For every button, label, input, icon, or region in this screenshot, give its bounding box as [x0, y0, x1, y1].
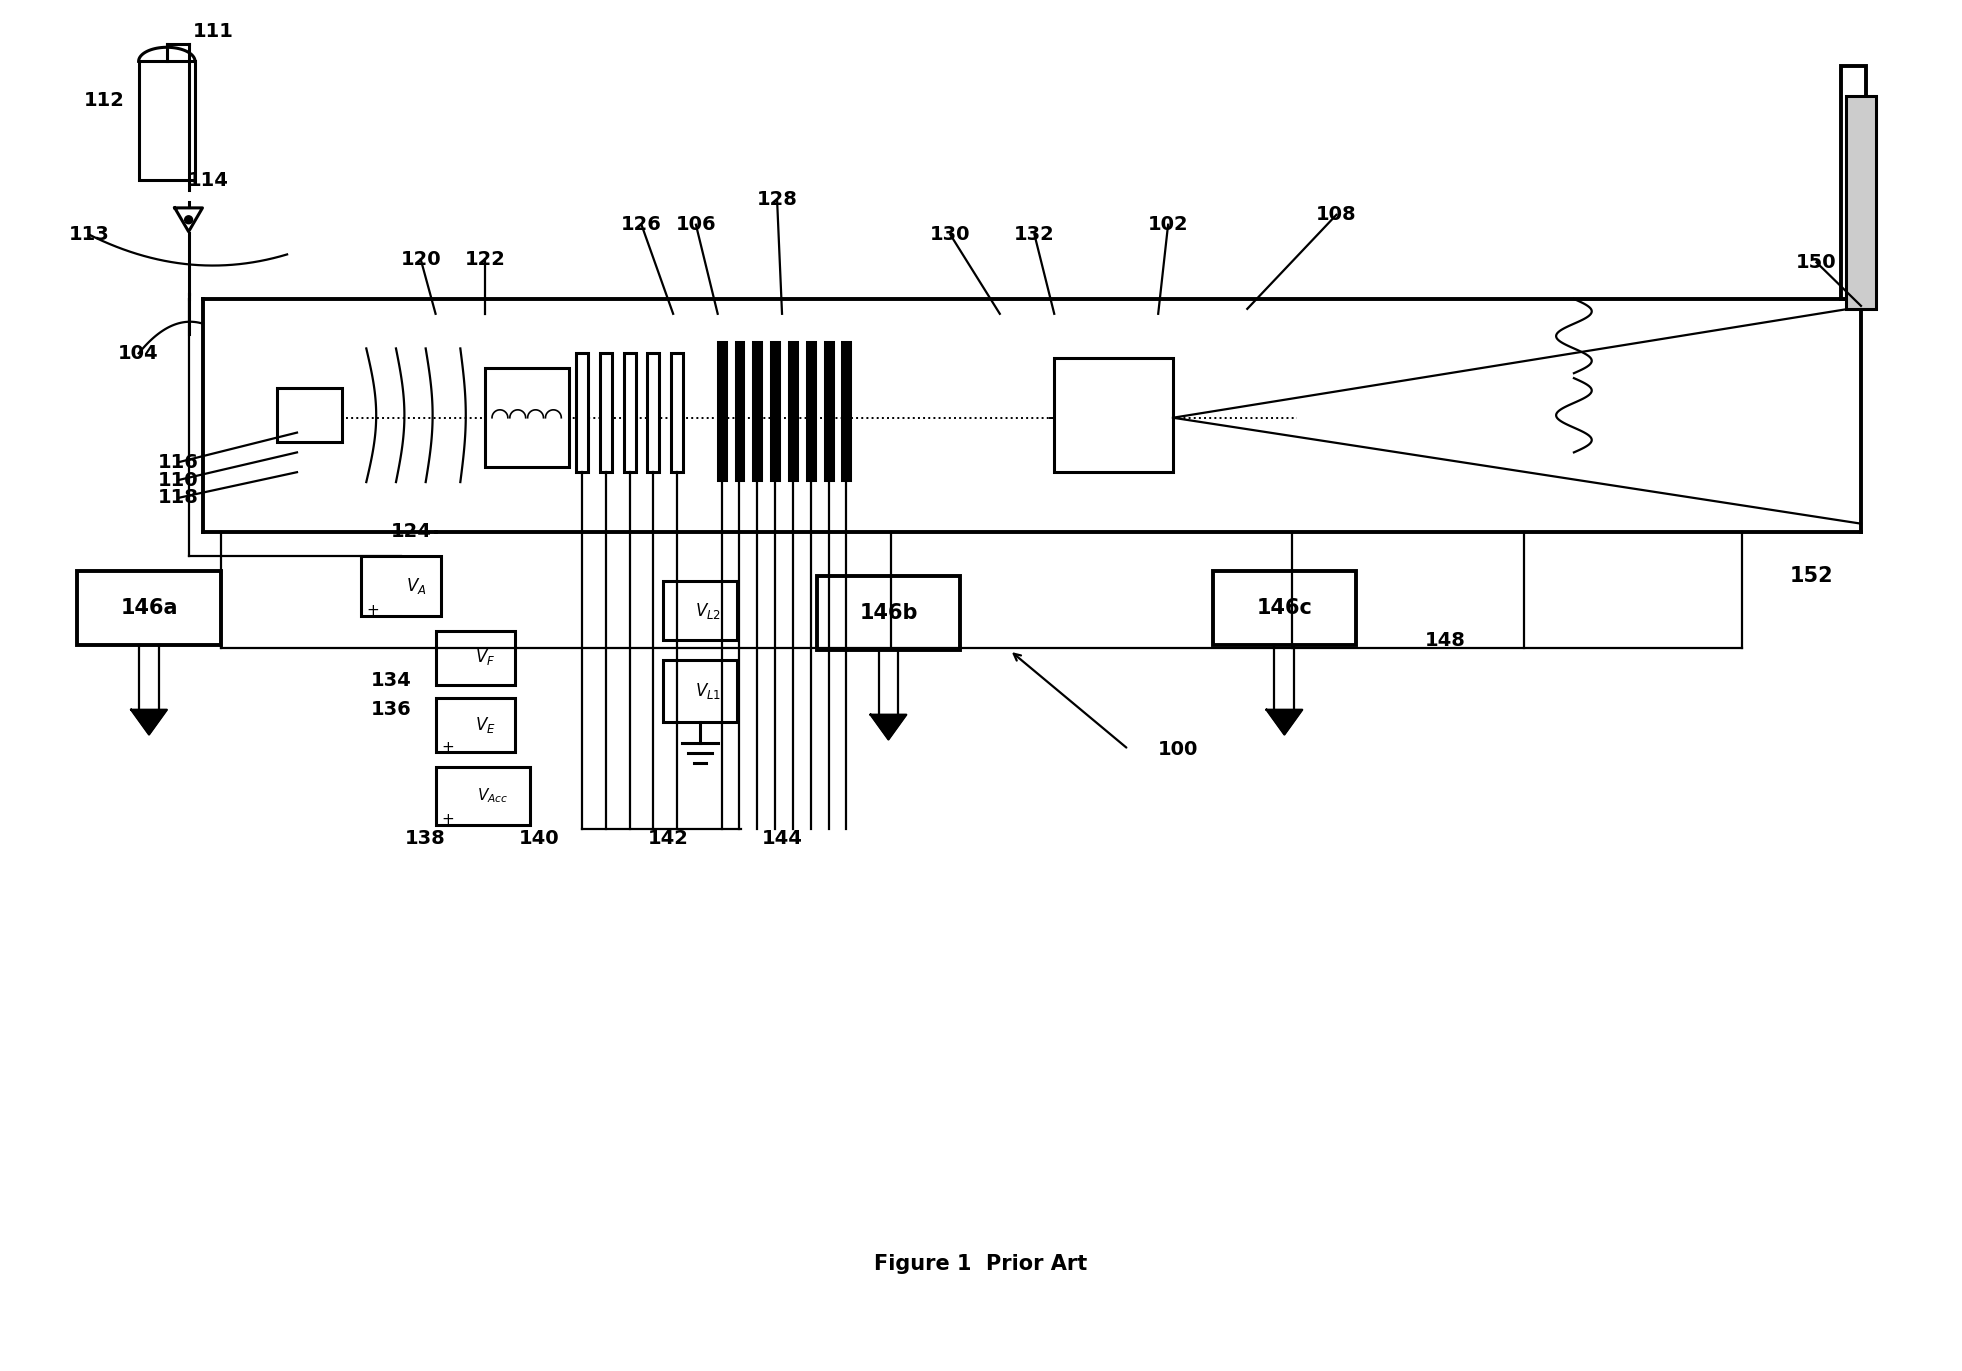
Bar	[1846, 96, 1876, 308]
Text: +: +	[441, 812, 453, 827]
Bar	[1054, 358, 1173, 472]
Text: 110: 110	[157, 470, 198, 489]
Text: 118: 118	[157, 488, 198, 507]
Text: 146c: 146c	[1256, 598, 1313, 618]
Text: 124: 124	[390, 522, 432, 542]
Circle shape	[184, 215, 192, 223]
Text: 100: 100	[1158, 740, 1199, 758]
Bar	[736, 341, 744, 480]
Text: 111: 111	[192, 22, 233, 41]
Text: 148: 148	[1424, 631, 1466, 650]
Text: $V_A$: $V_A$	[406, 576, 426, 596]
Bar	[436, 631, 514, 686]
Bar	[361, 557, 441, 616]
Bar	[753, 341, 761, 480]
Bar	[577, 354, 589, 472]
Text: 146a: 146a	[120, 598, 179, 618]
Text: $V_{L2}$: $V_{L2}$	[695, 600, 720, 621]
Bar	[789, 341, 797, 480]
Bar	[1840, 66, 1866, 299]
Bar	[663, 661, 738, 721]
Bar	[824, 341, 832, 480]
Text: 112: 112	[84, 92, 124, 111]
Polygon shape	[871, 714, 906, 739]
Text: 104: 104	[118, 344, 159, 363]
Bar	[842, 341, 850, 480]
Text: 138: 138	[406, 829, 445, 847]
Text: +: +	[367, 603, 379, 618]
Bar	[663, 581, 738, 640]
Text: 142: 142	[647, 829, 689, 847]
Text: 128: 128	[757, 191, 797, 210]
Text: $V_{L1}$: $V_{L1}$	[695, 681, 720, 701]
Bar	[600, 354, 612, 472]
Bar	[139, 62, 194, 180]
Text: 152: 152	[1789, 566, 1833, 587]
Text: 132: 132	[1014, 225, 1056, 244]
Text: Figure 1  Prior Art: Figure 1 Prior Art	[875, 1254, 1087, 1274]
Text: +: +	[441, 740, 453, 755]
Text: 130: 130	[930, 225, 971, 244]
Bar	[77, 572, 222, 646]
Bar	[436, 768, 530, 824]
Bar	[671, 354, 683, 472]
Text: 114: 114	[188, 170, 228, 189]
Polygon shape	[131, 710, 167, 735]
Text: 122: 122	[465, 250, 506, 269]
Text: 150: 150	[1795, 252, 1836, 271]
Text: $V_F$: $V_F$	[475, 647, 494, 668]
Text: $V_E$: $V_E$	[475, 714, 496, 735]
Text: 102: 102	[1148, 215, 1189, 234]
Bar	[647, 354, 659, 472]
Text: 126: 126	[622, 215, 661, 234]
Text: 134: 134	[371, 670, 412, 690]
Bar	[485, 369, 569, 468]
Text: 136: 136	[371, 701, 412, 720]
Polygon shape	[1267, 710, 1303, 735]
Bar	[1213, 572, 1356, 646]
Bar	[771, 341, 779, 480]
Text: $V_{Acc}$: $V_{Acc}$	[477, 787, 508, 805]
Text: 106: 106	[675, 215, 716, 234]
Bar	[806, 341, 814, 480]
Text: 140: 140	[520, 829, 559, 847]
Bar	[436, 698, 514, 753]
Bar	[624, 354, 636, 472]
Text: 146b: 146b	[859, 603, 918, 624]
Bar	[816, 576, 959, 650]
Bar	[277, 388, 341, 443]
Text: 120: 120	[400, 250, 441, 269]
Bar	[718, 341, 726, 480]
Text: 116: 116	[157, 452, 198, 472]
Text: 144: 144	[761, 829, 802, 847]
Text: 108: 108	[1317, 206, 1356, 225]
Text: 113: 113	[69, 225, 110, 244]
